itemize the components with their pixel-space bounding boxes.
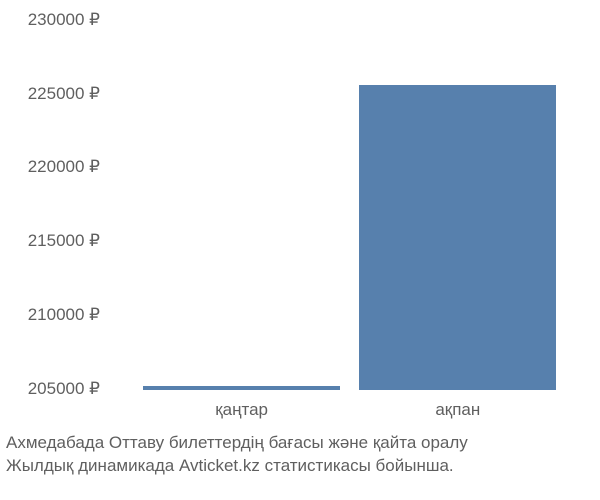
plot-area: 205000 ₽210000 ₽215000 ₽220000 ₽225000 ₽…: [110, 20, 580, 390]
chart-caption: Ахмедабада Оттаву билеттердің бағасы жән…: [0, 432, 600, 478]
y-axis-tick-label: 210000 ₽: [28, 305, 110, 325]
y-axis-tick-label: 215000 ₽: [28, 231, 110, 251]
y-axis-tick-label: 230000 ₽: [28, 10, 110, 30]
caption-line-2: Жылдық динамикада Avticket.kz статистика…: [6, 455, 594, 478]
y-axis-tick-label: 225000 ₽: [28, 84, 110, 104]
caption-line-1: Ахмедабада Оттаву билеттердің бағасы жән…: [6, 432, 594, 455]
y-axis-tick-label: 205000 ₽: [28, 379, 110, 399]
bar: [359, 85, 556, 390]
x-axis-tick-label: қаңтар: [215, 390, 268, 420]
y-axis-tick-label: 220000 ₽: [28, 157, 110, 177]
x-axis-tick-label: ақпан: [435, 390, 480, 420]
price-chart: 205000 ₽ 210000 ₽ 215000 ₽ 220000 ₽ 225000 ₽…: [0, 0, 600, 500]
